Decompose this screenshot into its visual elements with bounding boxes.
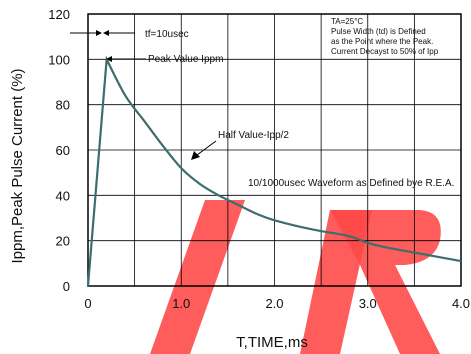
half-arrowhead	[191, 151, 200, 160]
conditions-box: TA=25°C Pulse Width (td) is Defined as t…	[331, 17, 439, 56]
grid-lines	[88, 14, 461, 286]
y-axis-title: Ippm,Peak Pulse Current (%)	[9, 68, 26, 263]
peak-value-label: Peak Value Ippm	[148, 54, 223, 65]
svg-text:TA=25°C: TA=25°C	[331, 17, 363, 26]
y-tick-label: 120	[48, 7, 70, 22]
rise-time-label: tf=10usec	[145, 29, 189, 40]
x-tick-label: 4.0	[452, 296, 470, 311]
y-tick-label: 20	[56, 234, 70, 249]
half-value-label: Half Value-Ipp/2	[218, 130, 289, 141]
waveform-label: 10/1000usec Waveform as Defined bye R.E.…	[248, 178, 454, 189]
half-arrow-line	[196, 140, 217, 156]
svg-text:Pulse Width (td) is Defined: Pulse Width (td) is Defined	[331, 27, 426, 36]
svg-text:Current Decayst to 50% of Ipp: Current Decayst to 50% of Ipp	[331, 47, 439, 56]
peak-arrowhead	[106, 56, 112, 62]
y-tick-labels: 0 20 40 60 80 100 120	[48, 7, 70, 294]
x-tick-label: 3.0	[359, 296, 377, 311]
watermark-logo	[150, 200, 441, 354]
x-tick-label: 1.0	[172, 296, 190, 311]
x-axis-title: T,TIME,ms	[236, 334, 308, 351]
rise-time-arrowhead-left	[96, 30, 102, 36]
x-tick-labels: 0 1.0 2.0 3.0 4.0	[84, 296, 470, 311]
plot-frame	[87, 13, 462, 287]
y-tick-label: 40	[56, 188, 70, 203]
svg-text:as the Point where the Peak.: as the Point where the Peak.	[331, 37, 433, 46]
y-tick-label: 0	[63, 279, 70, 294]
y-tick-label: 100	[48, 52, 70, 67]
rise-time-arrowhead-right	[103, 30, 109, 36]
x-tick-label: 2.0	[265, 296, 283, 311]
series-line	[86, 55, 462, 287]
x-tick-label: 0	[84, 296, 91, 311]
y-tick-label: 60	[56, 143, 70, 158]
y-tick-label: 80	[56, 98, 70, 113]
